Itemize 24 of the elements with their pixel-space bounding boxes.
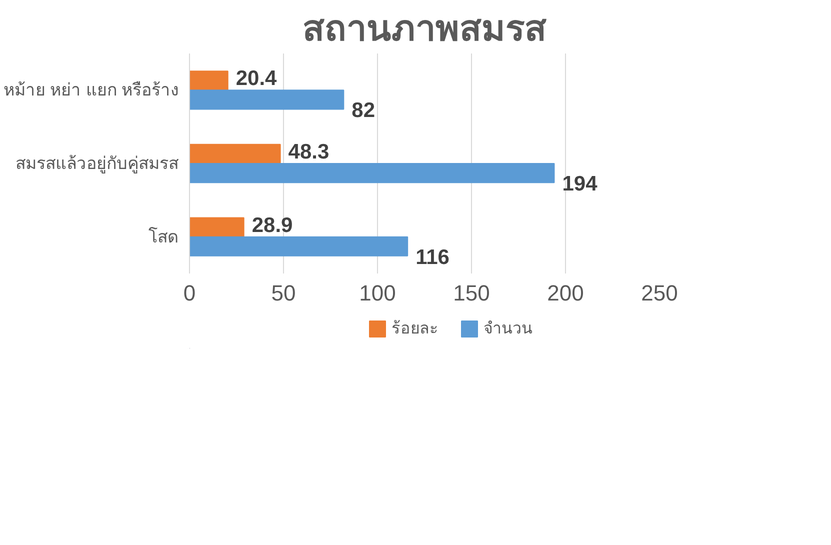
x-tick-label: 0 [183, 280, 196, 306]
x-tick-label: 100 [359, 280, 396, 306]
data-label: 82 [352, 99, 376, 122]
y-tick-label: โสด [148, 226, 178, 246]
bar [190, 90, 344, 110]
bar [190, 70, 228, 91]
x-tick-label: 150 [453, 280, 490, 306]
bar [190, 144, 281, 164]
data-label: 48.3 [288, 140, 330, 164]
data-label: 194 [562, 172, 598, 196]
y-tick-label: สมรสแล้วอยู่กับคู่สมรส [16, 154, 180, 174]
bar [190, 163, 555, 184]
data-label: 28.9 [252, 214, 293, 237]
x-tick-label: 250 [641, 280, 678, 306]
y-tick-label: หม้าย หย่า แยก หรือร้าง [3, 80, 178, 100]
bar [190, 217, 244, 238]
data-label: 116 [416, 246, 450, 269]
data-label: 20.4 [236, 67, 278, 90]
x-tick-label: 50 [271, 280, 296, 306]
chart-title: สถานภาพสมรส [302, 8, 546, 48]
x-tick-label: 200 [547, 280, 584, 306]
legend-label: จำนวน [484, 320, 532, 340]
bar [190, 236, 408, 256]
legend-label: ร้อยละ [392, 319, 438, 340]
